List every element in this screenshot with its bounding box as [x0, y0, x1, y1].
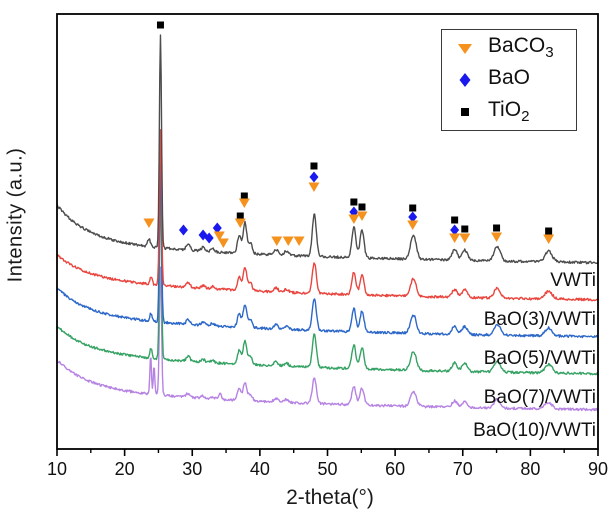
x-tick-label-90: 90 — [587, 459, 609, 479]
diamond-icon — [442, 69, 488, 91]
x-tick-label-70: 70 — [452, 459, 473, 479]
diamond-marker-icon — [408, 211, 418, 223]
square-marker-icon — [310, 162, 318, 170]
curve-label-bao-10-vwti: BaO(10)/VWTi — [473, 420, 596, 441]
x-tick-label-50: 50 — [317, 459, 338, 479]
legend-item-baco3: BaCO3 — [442, 33, 576, 64]
series-curve-vwti — [57, 34, 598, 265]
legend-label-bao: BaO — [488, 66, 531, 90]
curve-label-bao-3-vwti: BaO(3)/VWTi — [483, 309, 596, 330]
curve-label-bao-5-vwti: BaO(5)/VWTi — [483, 348, 596, 369]
diamond-marker-icon — [204, 232, 214, 244]
square-icon — [442, 101, 488, 123]
plot-border — [56, 13, 599, 450]
triangle-down-marker-icon — [407, 220, 419, 230]
triangle-down-marker-icon — [449, 233, 461, 243]
y-axis-label: Intensity (a.u.) — [4, 147, 27, 283]
square-marker-icon — [545, 227, 553, 235]
square-marker-icon — [156, 21, 164, 29]
square-marker-icon — [409, 204, 417, 212]
square-marker-icon — [461, 225, 469, 233]
legend: BaCO3 BaO TiO2 — [441, 29, 577, 131]
curve-label-vwti: VWTi — [550, 270, 596, 291]
triangle-down-marker-icon — [308, 182, 320, 192]
x-tick-label-30: 30 — [182, 459, 203, 479]
curve-label-bao-7-vwti: BaO(7)/VWTi — [483, 387, 596, 408]
x-tick-label-10: 10 — [46, 459, 68, 479]
triangle-down-marker-icon — [356, 211, 368, 221]
triangle-down-marker-icon — [213, 231, 225, 241]
x-axis-label: 2-theta(°) — [286, 486, 374, 509]
diamond-marker-icon — [450, 224, 460, 236]
triangle-down-marker-icon — [234, 218, 246, 228]
diamond-marker-icon — [309, 171, 319, 183]
square-marker-icon — [493, 224, 501, 232]
legend-item-tio2: TiO2 — [442, 97, 576, 128]
curves-group — [57, 34, 598, 412]
triangle-down-marker-icon — [143, 218, 155, 228]
square-marker-icon — [240, 192, 248, 200]
triangle-down-marker-icon — [491, 232, 503, 242]
diamond-marker-icon — [212, 222, 222, 234]
triangle-down-marker-icon — [282, 236, 294, 246]
triangle-down-marker-icon — [271, 236, 283, 246]
phase-markers-tio2 — [156, 21, 553, 235]
legend-label-tio2: TiO2 — [488, 98, 530, 126]
square-marker-icon — [350, 198, 358, 206]
x-tick-label-40: 40 — [249, 459, 270, 479]
diamond-marker-icon — [178, 224, 188, 236]
series-curve-bao-10-vwti — [57, 266, 598, 412]
triangle-down-marker-icon — [348, 214, 360, 224]
x-tick-label-20: 20 — [114, 459, 135, 479]
triangle-down-marker-icon — [459, 233, 471, 243]
legend-item-bao: BaO — [442, 65, 576, 96]
triangle-down-marker-icon — [238, 198, 250, 208]
square-marker-icon — [451, 216, 459, 224]
x-tick-label-60: 60 — [385, 459, 406, 479]
triangle-down-marker-icon — [543, 234, 555, 244]
series-curve-bao-3-vwti — [57, 129, 598, 302]
triangle-down-icon — [442, 37, 488, 59]
triangle-down-marker-icon — [217, 238, 229, 248]
legend-label-baco3: BaCO3 — [488, 34, 554, 62]
series-curve-bao-5-vwti — [57, 160, 598, 339]
phase-markers-bao — [178, 171, 460, 244]
series-curve-bao-7-vwti — [57, 193, 598, 376]
triangle-down-marker-icon — [293, 236, 305, 246]
phase-markers-baco3 — [143, 182, 555, 248]
square-marker-icon — [358, 203, 366, 211]
x-tick-label-80: 80 — [520, 459, 541, 479]
square-marker-icon — [236, 212, 244, 220]
